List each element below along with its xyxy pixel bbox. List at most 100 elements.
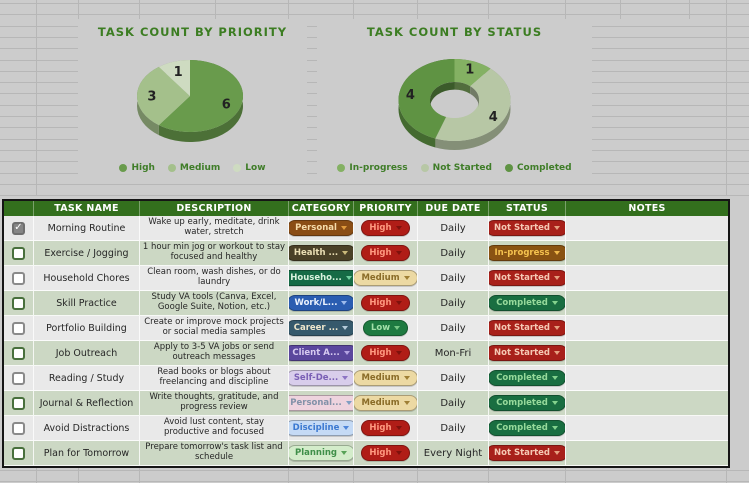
priority-dropdown[interactable]: High bbox=[361, 245, 410, 261]
status-dropdown[interactable]: Completed bbox=[489, 420, 565, 436]
cell-description[interactable]: Study VA tools (Canva, Excel, Google Sui… bbox=[140, 291, 289, 316]
cell-task-name[interactable]: Avoid Distractions bbox=[34, 416, 140, 441]
priority-dropdown[interactable]: High bbox=[361, 345, 410, 361]
cell-category: Client A... bbox=[289, 341, 354, 366]
cell-task-name[interactable]: Journal & Reflection bbox=[34, 391, 140, 416]
pie-slice bbox=[435, 68, 511, 142]
legend-label: Not Started bbox=[432, 163, 492, 173]
cell-description[interactable]: Write thoughts, gratitude, and progress … bbox=[140, 391, 289, 416]
cell-due-date[interactable]: Mon-Fri bbox=[418, 341, 489, 366]
row-checkbox[interactable] bbox=[12, 321, 25, 335]
priority-dropdown[interactable]: High bbox=[361, 220, 410, 236]
cell-description[interactable]: Wake up early, meditate, drink water, st… bbox=[140, 216, 289, 241]
cell-task-name[interactable]: Portfolio Building bbox=[34, 316, 140, 341]
status-dropdown[interactable]: Completed bbox=[489, 395, 565, 411]
cell-description[interactable]: Avoid lust content, stay productive and … bbox=[140, 416, 289, 441]
row-checkbox[interactable] bbox=[12, 246, 25, 260]
priority-dropdown[interactable]: High bbox=[361, 420, 410, 436]
cell-notes[interactable] bbox=[566, 341, 728, 366]
cell-task-name[interactable]: Job Outreach bbox=[34, 341, 140, 366]
category-dropdown[interactable]: Discipline bbox=[289, 420, 353, 436]
row-checkbox[interactable] bbox=[12, 296, 25, 310]
status-dropdown[interactable]: Not Started bbox=[489, 445, 565, 461]
cell-description[interactable]: Create or improve mock projects or socia… bbox=[140, 316, 289, 341]
category-dropdown[interactable]: Career ... bbox=[289, 320, 353, 336]
priority-dropdown[interactable]: Low bbox=[362, 320, 409, 336]
priority-dropdown[interactable]: High bbox=[361, 445, 410, 461]
row-checkbox[interactable]: ✓ bbox=[12, 221, 25, 235]
cell-task-name[interactable]: Household Chores bbox=[34, 266, 140, 291]
chevron-down-icon bbox=[342, 326, 349, 330]
cell-status: Completed bbox=[489, 291, 566, 316]
category-dropdown[interactable]: Work/L... bbox=[289, 295, 353, 311]
cell-notes[interactable] bbox=[566, 316, 728, 341]
cell-checkbox bbox=[4, 391, 34, 416]
category-dropdown[interactable]: Self-De... bbox=[289, 370, 353, 386]
cell-notes[interactable] bbox=[566, 266, 728, 291]
chevron-down-icon bbox=[343, 351, 350, 355]
status-dropdown[interactable]: Not Started bbox=[489, 270, 565, 286]
row-checkbox[interactable] bbox=[12, 346, 25, 360]
category-dropdown[interactable]: Personal... bbox=[289, 395, 353, 411]
cell-task-name[interactable]: Morning Routine bbox=[34, 216, 140, 241]
chevron-down-icon bbox=[554, 276, 561, 280]
legend-dot bbox=[167, 164, 176, 172]
cell-notes[interactable] bbox=[566, 291, 728, 316]
chart-panel-priority[interactable]: TASK COUNT BY PRIORITY 6 3 1 High Medium L… bbox=[78, 19, 307, 178]
cell-description[interactable]: Prepare tomorrow's task list and schedul… bbox=[140, 441, 289, 466]
priority-dropdown[interactable]: High bbox=[361, 295, 410, 311]
chart-panel-status[interactable]: TASK COUNT BY STATUS 1 4 4 In-progress Not… bbox=[317, 19, 592, 178]
status-dropdown[interactable]: Not Started bbox=[489, 345, 565, 361]
cell-description[interactable]: 1 hour min jog or workout to stay focuse… bbox=[140, 241, 289, 266]
gridline bbox=[0, 481, 749, 482]
chevron-down-icon bbox=[553, 251, 560, 255]
priority-dropdown[interactable]: Medium bbox=[354, 270, 417, 286]
row-checkbox[interactable] bbox=[12, 271, 25, 285]
cell-due-date[interactable]: Daily bbox=[418, 266, 489, 291]
cell-due-date[interactable]: Daily bbox=[418, 291, 489, 316]
cell-notes[interactable] bbox=[566, 416, 728, 441]
cell-notes[interactable] bbox=[566, 391, 728, 416]
row-checkbox[interactable] bbox=[12, 446, 25, 460]
cell-due-date[interactable]: Every Night bbox=[418, 441, 489, 466]
cell-category: Health ... bbox=[289, 241, 354, 266]
cell-notes[interactable] bbox=[566, 241, 728, 266]
cell-description[interactable]: Read books or blogs about freelancing an… bbox=[140, 366, 289, 391]
cell-task-name[interactable]: Skill Practice bbox=[34, 291, 140, 316]
cell-due-date[interactable]: Daily bbox=[418, 216, 489, 241]
cell-due-date[interactable]: Daily bbox=[418, 366, 489, 391]
legend-item: Not Started bbox=[420, 163, 492, 173]
cell-task-name[interactable]: Exercise / Jogging bbox=[34, 241, 140, 266]
cell-due-date[interactable]: Daily bbox=[418, 241, 489, 266]
cell-due-date[interactable]: Daily bbox=[418, 316, 489, 341]
category-dropdown[interactable]: Client A... bbox=[289, 345, 353, 361]
row-checkbox[interactable] bbox=[12, 371, 25, 385]
gridline bbox=[78, 466, 79, 483]
cell-due-date[interactable]: Daily bbox=[418, 416, 489, 441]
row-checkbox[interactable] bbox=[12, 421, 25, 435]
category-dropdown[interactable]: Planning bbox=[289, 445, 353, 461]
cell-description[interactable]: Clean room, wash dishes, or do laundry bbox=[140, 266, 289, 291]
priority-dropdown[interactable]: Medium bbox=[354, 370, 417, 386]
cell-notes[interactable] bbox=[566, 366, 728, 391]
table-row: Household Chores Clean room, wash dishes,… bbox=[4, 266, 728, 291]
status-dropdown[interactable]: Not Started bbox=[489, 220, 565, 236]
cell-notes[interactable] bbox=[566, 441, 728, 466]
status-dropdown[interactable]: Not Started bbox=[489, 320, 565, 336]
cell-task-name[interactable]: Reading / Study bbox=[34, 366, 140, 391]
category-dropdown[interactable]: Personal bbox=[289, 220, 353, 236]
status-donut-chart[interactable]: 1 4 4 bbox=[317, 19, 592, 178]
category-dropdown[interactable]: Health ... bbox=[289, 245, 353, 261]
category-dropdown[interactable]: Househo... bbox=[289, 270, 353, 286]
priority-pie-chart[interactable]: 6 3 1 bbox=[78, 19, 307, 178]
cell-status: Not Started bbox=[489, 341, 566, 366]
cell-description[interactable]: Apply to 3-5 VA jobs or send outreach me… bbox=[140, 341, 289, 366]
row-checkbox[interactable] bbox=[12, 396, 25, 410]
cell-task-name[interactable]: Plan for Tomorrow bbox=[34, 441, 140, 466]
cell-due-date[interactable]: Daily bbox=[418, 391, 489, 416]
status-dropdown[interactable]: Completed bbox=[489, 295, 565, 311]
priority-dropdown[interactable]: Medium bbox=[354, 395, 417, 411]
cell-notes[interactable] bbox=[566, 216, 728, 241]
status-dropdown[interactable]: Completed bbox=[489, 370, 565, 386]
status-dropdown[interactable]: In-progress bbox=[489, 245, 565, 261]
